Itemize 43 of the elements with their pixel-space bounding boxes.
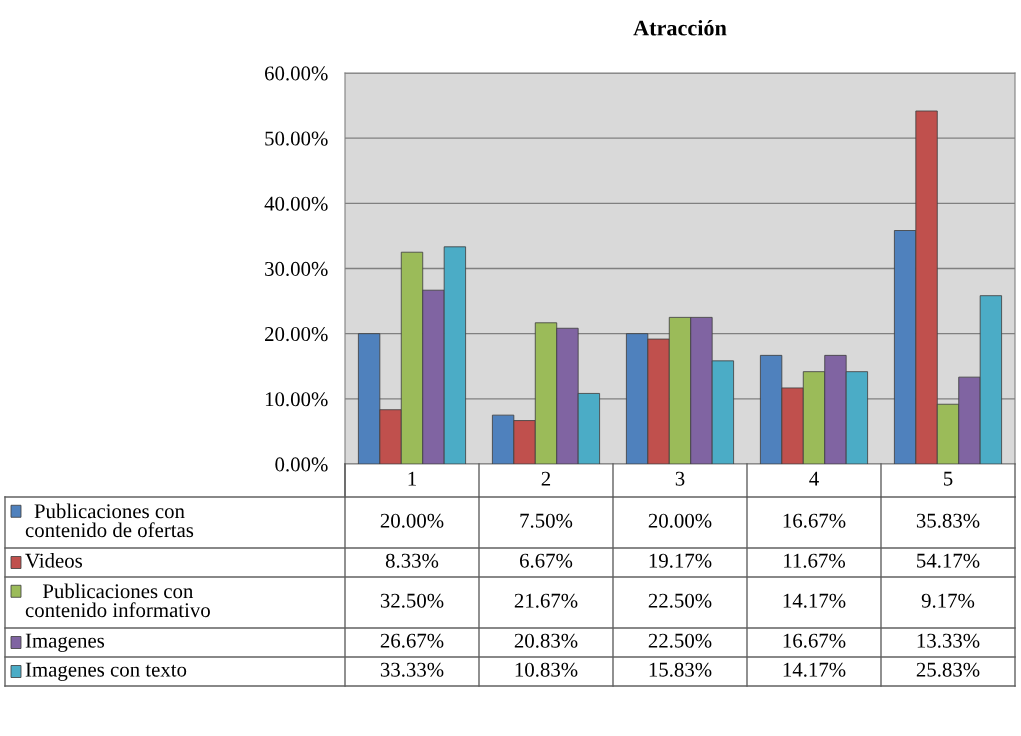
legend-label: Publicaciones con contenido de ofertas: [25, 503, 194, 538]
data-label: 15.83%: [649, 662, 712, 677]
data-label: 16.67%: [783, 633, 846, 648]
data-label: 32.50%: [380, 593, 444, 608]
legend-label: Publicaciones con contenido informativo: [25, 583, 210, 618]
data-label: 19.17%: [649, 553, 712, 568]
legend-label: Imagenes con texto: [25, 662, 187, 681]
data-label: 16.67%: [783, 513, 846, 528]
data-label: 54.17%: [917, 553, 980, 568]
data-label: 14.17%: [783, 662, 846, 677]
data-label: 10.83%: [515, 662, 578, 677]
y-tick-label: 0.00%: [275, 457, 328, 472]
data-label: 20.00%: [380, 513, 444, 528]
data-label: 9.17%: [921, 593, 975, 608]
y-tick-label: 60.00%: [265, 66, 328, 81]
data-label: 20.83%: [514, 633, 578, 648]
data-label: 25.83%: [916, 662, 980, 677]
x-tick-label: 5: [944, 471, 953, 486]
data-label: 13.33%: [917, 633, 980, 648]
x-tick-label: 3: [675, 471, 685, 486]
x-tick-label: 2: [541, 471, 551, 486]
data-label: 21.67%: [514, 593, 578, 608]
legend-label: Imagenes: [25, 633, 105, 652]
data-label: 22.50%: [648, 633, 712, 648]
legend-label: Videos: [25, 553, 83, 568]
y-tick-label: 30.00%: [265, 261, 328, 277]
data-label: 35.83%: [916, 513, 980, 528]
data-label: 11.67%: [784, 553, 846, 568]
data-label: 22.50%: [648, 593, 712, 608]
y-tick-label: 50.00%: [265, 131, 328, 146]
data-label: 14.17%: [783, 593, 846, 608]
y-tick-label: 40.00%: [264, 196, 328, 211]
data-label: 6.67%: [519, 553, 573, 568]
data-label: 20.00%: [648, 513, 712, 528]
data-label: 26.67%: [380, 633, 444, 648]
x-tick-label: 1: [408, 471, 416, 486]
x-tick-label: 4: [809, 471, 819, 486]
data-label: 7.50%: [520, 513, 573, 528]
data-label: 33.33%: [380, 662, 444, 677]
chart-title: Atracción: [633, 19, 727, 36]
y-tick-label: 10.00%: [265, 392, 328, 407]
y-tick-label: 20.00%: [265, 327, 328, 342]
data-label: 8.33%: [385, 553, 439, 568]
